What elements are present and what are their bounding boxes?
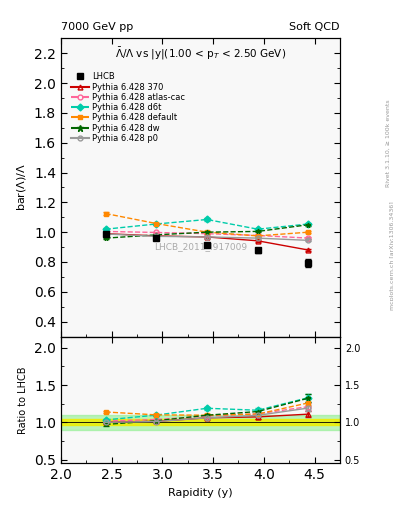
Text: Soft QCD: Soft QCD xyxy=(290,22,340,32)
Bar xyxy=(61,415,340,430)
Pythia 6.428 370 xyxy=(154,233,159,239)
Pythia 6.428 atlas-cac xyxy=(306,235,311,241)
Pythia 6.428 d6t xyxy=(306,221,311,227)
Y-axis label: Ratio to LHCB: Ratio to LHCB xyxy=(18,366,29,434)
Pythia 6.428 atlas-cac xyxy=(103,228,108,234)
Line: Pythia 6.428 atlas-cac: Pythia 6.428 atlas-cac xyxy=(103,229,311,241)
Pythia 6.428 dw xyxy=(255,228,260,234)
Pythia 6.428 370 xyxy=(306,247,311,253)
Pythia 6.428 p0 xyxy=(255,235,260,241)
Pythia 6.428 d6t xyxy=(154,221,159,227)
Y-axis label: bar($\Lambda$)/$\Lambda$: bar($\Lambda$)/$\Lambda$ xyxy=(15,163,28,211)
Pythia 6.428 default xyxy=(154,221,159,227)
Pythia 6.428 d6t xyxy=(103,226,108,232)
Pythia 6.428 d6t xyxy=(255,226,260,232)
Bar xyxy=(61,419,340,425)
Pythia 6.428 default xyxy=(205,229,209,235)
Pythia 6.428 atlas-cac xyxy=(255,232,260,239)
Pythia 6.428 370 xyxy=(103,230,108,237)
Pythia 6.428 default xyxy=(255,233,260,239)
Text: mcplots.cern.ch [arXiv:1306.3436]: mcplots.cern.ch [arXiv:1306.3436] xyxy=(390,202,393,310)
Line: Pythia 6.428 d6t: Pythia 6.428 d6t xyxy=(103,217,311,231)
LHCB xyxy=(154,235,159,241)
Text: Rivet 3.1.10, ≥ 100k events: Rivet 3.1.10, ≥ 100k events xyxy=(386,99,391,187)
Pythia 6.428 p0 xyxy=(205,234,209,240)
Pythia 6.428 default xyxy=(103,210,108,217)
Pythia 6.428 370 xyxy=(255,238,260,244)
LHCB xyxy=(103,231,108,237)
Line: Pythia 6.428 370: Pythia 6.428 370 xyxy=(103,231,311,252)
Line: Pythia 6.428 dw: Pythia 6.428 dw xyxy=(103,222,311,241)
Pythia 6.428 p0 xyxy=(306,237,311,243)
Line: Pythia 6.428 p0: Pythia 6.428 p0 xyxy=(103,231,311,243)
Pythia 6.428 dw xyxy=(103,235,108,241)
Pythia 6.428 dw xyxy=(154,232,159,238)
Pythia 6.428 atlas-cac xyxy=(154,229,159,236)
LHCB xyxy=(255,247,260,253)
Pythia 6.428 atlas-cac xyxy=(205,230,209,237)
LHCB xyxy=(205,242,209,248)
Pythia 6.428 d6t xyxy=(205,217,209,223)
Pythia 6.428 dw xyxy=(205,229,209,235)
X-axis label: Rapidity (y): Rapidity (y) xyxy=(168,488,233,498)
Text: 7000 GeV pp: 7000 GeV pp xyxy=(61,22,133,32)
Legend: LHCB, Pythia 6.428 370, Pythia 6.428 atlas-cac, Pythia 6.428 d6t, Pythia 6.428 d: LHCB, Pythia 6.428 370, Pythia 6.428 atl… xyxy=(71,72,185,143)
Pythia 6.428 p0 xyxy=(103,231,108,237)
Line: Pythia 6.428 default: Pythia 6.428 default xyxy=(103,211,311,238)
Pythia 6.428 370 xyxy=(205,234,209,240)
Text: LHCB_2011_I917009: LHCB_2011_I917009 xyxy=(154,243,247,251)
Pythia 6.428 p0 xyxy=(154,233,159,240)
LHCB xyxy=(306,260,311,266)
Line: LHCB: LHCB xyxy=(103,231,312,266)
Text: $\bar{\Lambda}/\Lambda$ vs |y|(1.00 < p$_T$ < 2.50 GeV): $\bar{\Lambda}/\Lambda$ vs |y|(1.00 < p$… xyxy=(115,46,286,62)
Pythia 6.428 dw xyxy=(306,222,311,228)
Pythia 6.428 default xyxy=(306,229,311,235)
